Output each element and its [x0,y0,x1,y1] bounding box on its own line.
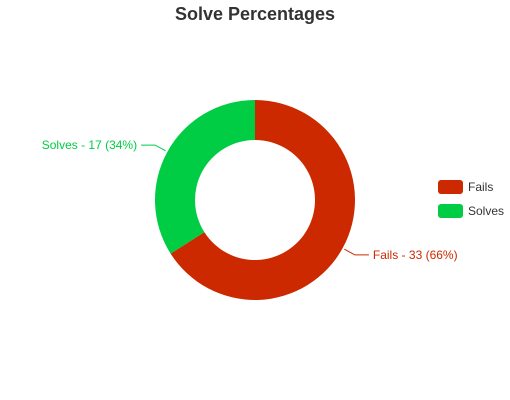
label-line-fails [344,248,369,256]
chart-title: Solve Percentages [174,4,336,24]
legend-item-fails[interactable]: Fails [438,180,493,194]
legend-label-fails: Fails [468,180,493,194]
slice-label-fails: Fails - 33 (66%) [373,248,458,262]
slice-solves[interactable] [154,100,255,254]
legend-swatch-solves [438,204,463,218]
slice-label-solves: Solves - 17 (34%) [42,138,137,152]
legend: Fails Solves [438,180,504,218]
slice-fails[interactable] [170,100,356,301]
legend-label-solves: Solves [468,204,504,218]
legend-swatch-fails [438,180,463,194]
labels-layer: Fails - 33 (66%) Solves - 17 (34%) [42,138,458,262]
legend-item-solves[interactable]: Solves [438,204,504,218]
slices-layer [154,100,356,301]
label-line-solves [141,144,166,152]
